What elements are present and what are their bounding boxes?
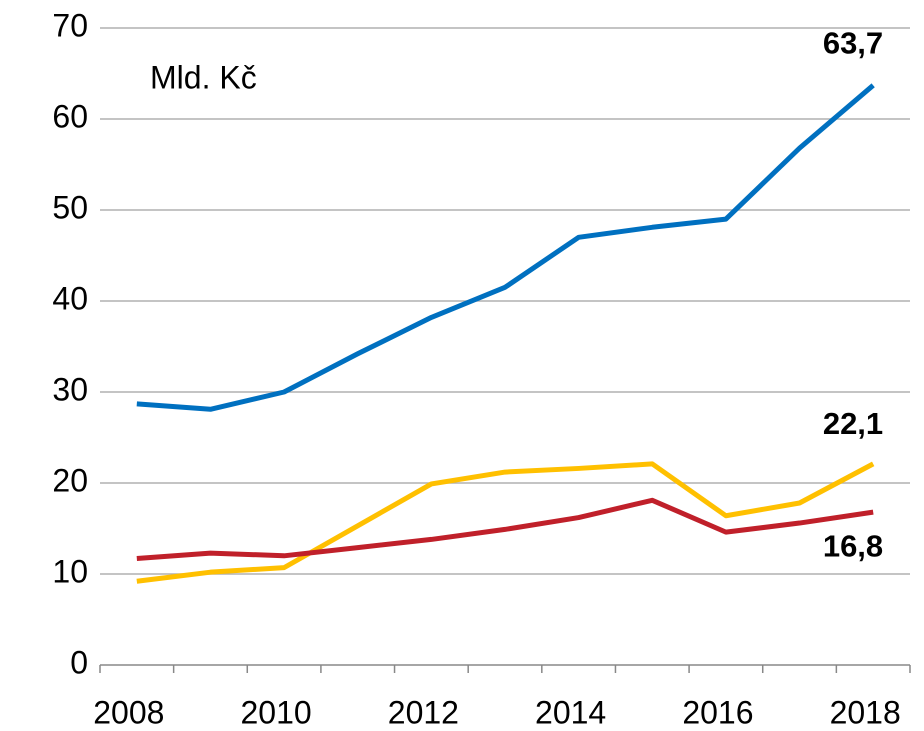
y-tick-label: 60: [52, 98, 88, 134]
y-tick-label: 70: [52, 7, 88, 43]
x-tick-label: 2014: [535, 694, 606, 730]
series-line: [136, 83, 875, 412]
value-label: 16,8: [823, 528, 883, 563]
y-tick-label: 40: [52, 280, 88, 316]
y-tick-label: 10: [52, 553, 88, 589]
value-label: 63,7: [823, 26, 883, 61]
value-label: 22,1: [823, 406, 883, 441]
series-line: [136, 497, 874, 562]
x-tick-label: 2016: [682, 694, 753, 730]
series-line: [136, 461, 875, 584]
y-tick-label: 30: [52, 371, 88, 407]
unit-annotation: Mld. Kč: [150, 59, 257, 95]
x-tick-label: 2012: [388, 694, 459, 730]
x-tick-label: 2010: [240, 694, 311, 730]
x-tick-label: 2018: [830, 694, 901, 730]
x-tick-label: 2008: [93, 694, 164, 730]
y-tick-label: 50: [52, 189, 88, 225]
y-tick-label: 0: [70, 644, 88, 680]
y-tick-label: 20: [52, 462, 88, 498]
